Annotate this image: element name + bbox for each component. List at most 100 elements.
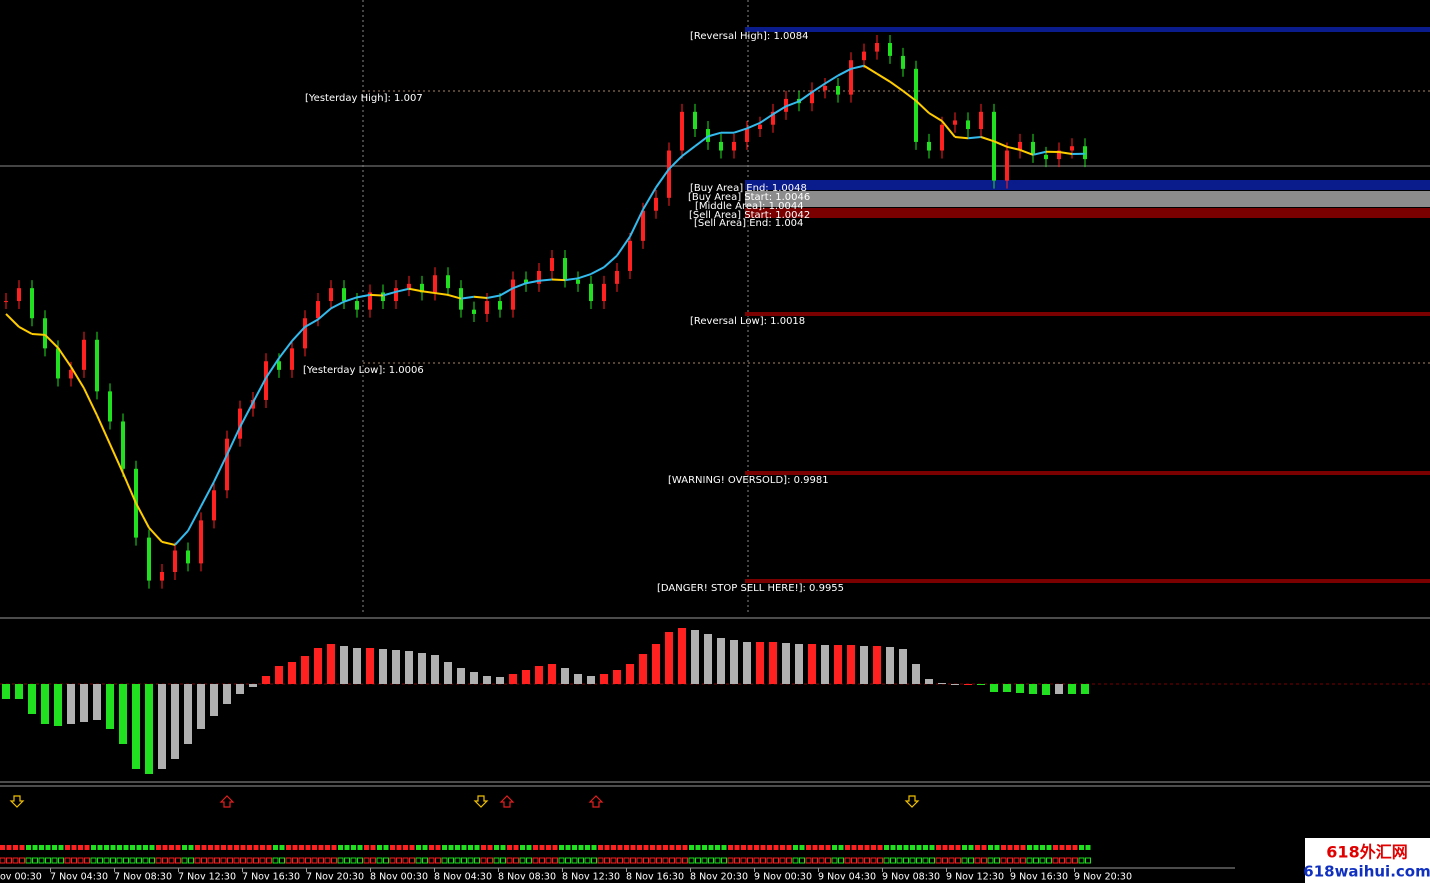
signal-square	[546, 845, 551, 850]
signal-square	[643, 845, 649, 850]
candle-body	[888, 43, 892, 56]
candle-body	[628, 240, 632, 271]
signal-square	[71, 857, 77, 864]
candle-body	[368, 292, 372, 310]
signal-square	[845, 845, 850, 850]
oscillator-bar	[1016, 684, 1024, 693]
oscillator-bar	[847, 645, 855, 684]
candle-body	[446, 275, 450, 289]
oscillator-bar	[93, 684, 101, 720]
candle-body	[810, 90, 814, 104]
candle-body	[823, 86, 827, 91]
signal-square	[467, 857, 474, 864]
arrow-down	[904, 795, 920, 808]
time-label: 8 Nov 20:30	[690, 872, 748, 883]
signal-square	[539, 845, 545, 850]
oscillator-bar	[301, 656, 309, 684]
level-label: [Yesterday Low]: 1.0006	[303, 365, 424, 376]
candle-body	[1044, 154, 1048, 160]
signal-square	[942, 857, 948, 864]
ma-segment	[915, 100, 930, 114]
candle-body	[329, 288, 333, 302]
signal-square	[578, 857, 584, 864]
signal-square	[910, 845, 915, 850]
oscillator-bar	[613, 670, 621, 684]
signal-square	[422, 857, 428, 864]
candle-body	[433, 275, 437, 293]
oscillator-bar	[444, 662, 452, 684]
signal-square	[162, 845, 168, 850]
candle-body	[82, 339, 86, 370]
signal-square	[858, 845, 863, 850]
signal-square	[883, 857, 890, 864]
signal-square	[389, 857, 396, 864]
signal-square	[52, 845, 57, 850]
time-label: 7 Nov 04:30	[50, 872, 108, 883]
signal-square	[812, 845, 818, 850]
candle-body	[1083, 146, 1087, 160]
ma-segment	[694, 135, 709, 148]
signal-square	[714, 857, 721, 864]
candle-body	[563, 258, 567, 280]
time-label: 8 Nov 12:30	[562, 872, 620, 883]
ma-segment	[486, 294, 501, 299]
signal-square	[285, 857, 292, 864]
signal-square	[240, 857, 246, 864]
oscillator-bar	[145, 684, 153, 774]
signal-square	[409, 845, 415, 850]
signal-square	[675, 857, 682, 864]
signal-square	[929, 857, 935, 864]
signal-square	[103, 857, 110, 864]
signal-square	[474, 857, 480, 864]
signal-square	[727, 857, 734, 864]
signal-square	[494, 845, 499, 850]
signal-square	[338, 845, 343, 850]
signal-square	[1026, 857, 1033, 864]
signal-square	[923, 845, 928, 850]
ma-segment	[889, 80, 904, 92]
signal-square	[481, 845, 486, 850]
signal-square	[136, 845, 142, 850]
signal-square	[1039, 857, 1046, 864]
ma-segment	[564, 277, 579, 282]
signal-square	[292, 845, 298, 850]
candle-body	[212, 490, 216, 521]
signal-square	[1007, 857, 1013, 864]
signal-square	[188, 845, 194, 850]
signal-square	[12, 857, 19, 864]
oscillator-bar	[834, 645, 842, 684]
candle-body	[56, 348, 60, 379]
ma-segment	[785, 100, 800, 108]
level-lines	[0, 0, 1430, 615]
ma-segment	[109, 443, 124, 474]
candle-body	[147, 537, 151, 581]
signal-square	[949, 845, 954, 850]
signal-square	[142, 857, 149, 864]
signal-square	[0, 857, 6, 864]
candle-body	[966, 120, 970, 130]
signal-square	[130, 845, 135, 850]
signal-square	[987, 857, 994, 864]
signal-square	[877, 857, 883, 864]
signal-square	[974, 857, 981, 864]
signal-square	[799, 845, 805, 850]
time-label: 8 Nov 08:30	[498, 872, 556, 883]
ma-segment	[5, 313, 20, 328]
signal-square	[636, 857, 643, 864]
signal-square	[272, 857, 279, 864]
signal-square	[325, 845, 330, 850]
signal-square	[279, 857, 285, 864]
ma-segment	[772, 105, 787, 116]
signal-square	[981, 845, 987, 850]
signal-square	[754, 845, 759, 850]
signal-square	[1085, 845, 1091, 850]
signal-square	[1020, 845, 1026, 850]
signal-square	[877, 845, 883, 850]
oscillator-bar	[1081, 684, 1089, 694]
signal-square	[181, 857, 188, 864]
signal-square	[409, 857, 415, 864]
signal-square	[857, 857, 864, 864]
candle-body	[875, 43, 879, 52]
signal-square	[1013, 857, 1020, 864]
ma-segment	[18, 325, 33, 335]
